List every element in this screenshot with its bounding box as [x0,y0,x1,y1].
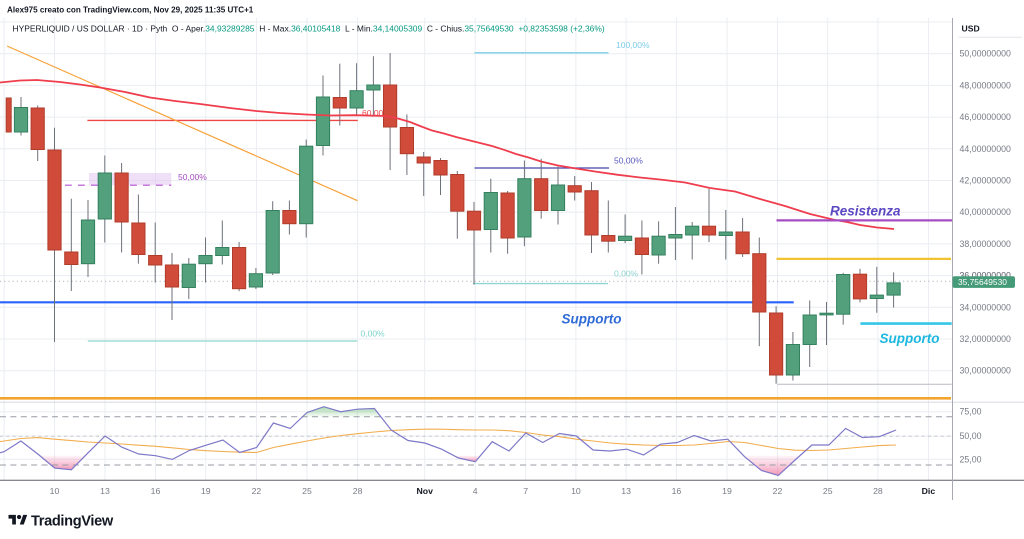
svg-text:40,00000000: 40,00000000 [960,207,1011,217]
svg-text:10: 10 [571,486,581,496]
svg-text:4: 4 [473,486,478,496]
svg-text:30,00000000: 30,00000000 [960,366,1011,376]
svg-text:25: 25 [823,486,833,496]
svg-text:25,00: 25,00 [960,454,982,464]
svg-text:60,00%: 60,00% [362,108,391,118]
svg-text:42,00000000: 42,00000000 [960,176,1011,186]
svg-text:32,00000000: 32,00000000 [960,334,1011,344]
svg-text:Supporto: Supporto [562,312,622,327]
svg-text:19: 19 [722,486,732,496]
svg-text:48,00000000: 48,00000000 [960,80,1011,90]
svg-text:10: 10 [50,486,60,496]
svg-text:Resistenza: Resistenza [830,203,901,218]
svg-text:22: 22 [252,486,262,496]
svg-text:13: 13 [621,486,631,496]
svg-text:38,00000000: 38,00000000 [960,239,1011,249]
svg-text:100,00%: 100,00% [616,40,650,50]
svg-text:19: 19 [201,486,211,496]
svg-text:13: 13 [100,486,110,496]
svg-text:36,00000000: 36,00000000 [960,271,1011,281]
svg-text:HYPERLIQUID / US DOLLAR · 1D ·: HYPERLIQUID / US DOLLAR · 1D · Pyth O - … [13,24,605,34]
svg-text:50,00%: 50,00% [178,172,207,182]
svg-text:75,00: 75,00 [960,407,982,417]
svg-text:25: 25 [302,486,312,496]
svg-text:28: 28 [353,486,363,496]
svg-text:44,00000000: 44,00000000 [960,144,1011,154]
svg-text:22: 22 [773,486,783,496]
svg-text:Alex975 creato con TradingView: Alex975 creato con TradingView.com, Nov … [7,6,254,15]
svg-text:0,00%: 0,00% [614,269,639,279]
svg-text:46,00000000: 46,00000000 [960,112,1011,122]
svg-text:28: 28 [873,486,883,496]
svg-text:35,75649530: 35,75649530 [958,277,1007,287]
svg-text:Nov: Nov [416,486,433,496]
svg-text:50,00: 50,00 [960,431,982,441]
svg-text:50,00000000: 50,00000000 [960,49,1011,59]
svg-text:50,00%: 50,00% [614,156,643,166]
svg-text:7: 7 [523,486,528,496]
svg-text:34,00000000: 34,00000000 [960,302,1011,312]
svg-text:36,00000000: 36,00000000 [960,271,1011,281]
svg-text:0,00%: 0,00% [361,329,386,339]
svg-text:16: 16 [151,486,161,496]
svg-text:TradingView: TradingView [31,513,114,529]
svg-text:Supporto: Supporto [880,331,940,346]
svg-text:USD: USD [962,24,980,34]
svg-text:16: 16 [672,486,682,496]
svg-text:Dic: Dic [922,486,936,496]
